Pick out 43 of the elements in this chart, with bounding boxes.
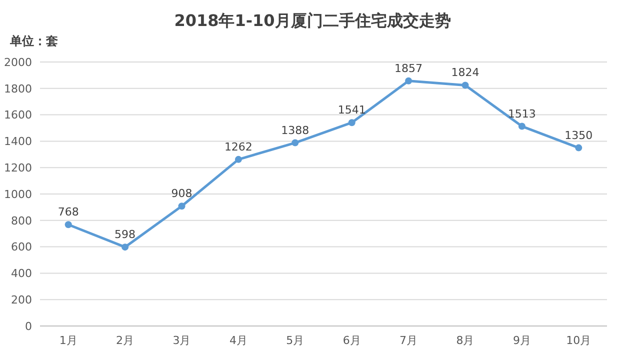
x-tick-label: 10月 bbox=[566, 334, 592, 347]
x-tick-label: 5月 bbox=[286, 334, 304, 347]
data-label: 1388 bbox=[281, 124, 310, 137]
text: 单位：套 bbox=[9, 34, 58, 48]
x-tick-label: 9月 bbox=[512, 334, 531, 347]
y-tick-label: 800 bbox=[11, 214, 32, 228]
point bbox=[348, 119, 356, 126]
y-tick-label: 0 bbox=[25, 320, 32, 333]
y-tick-label: 1400 bbox=[4, 135, 32, 148]
x-tick-label: 2月 bbox=[116, 334, 134, 347]
data-label: 1513 bbox=[508, 107, 536, 120]
x-tick-label: 6月 bbox=[342, 334, 361, 347]
x-tick-label: 1月 bbox=[59, 334, 78, 347]
data-label: 1350 bbox=[564, 128, 593, 142]
y-tick-label: 400 bbox=[11, 267, 32, 280]
chart-title: 2018年1-10月厦门二手住宅成交走势 bbox=[174, 11, 451, 30]
y-tick-label: 200 bbox=[11, 293, 32, 306]
x-tick-label: 3月 bbox=[172, 334, 191, 347]
x-tick-label: 7月 bbox=[400, 334, 418, 347]
point bbox=[405, 77, 412, 84]
data-label: 768 bbox=[58, 206, 79, 219]
y-tick-label: 1200 bbox=[4, 161, 32, 174]
point bbox=[122, 244, 129, 251]
data-label: 1824 bbox=[451, 66, 480, 80]
x-tick-label: 4月 bbox=[229, 334, 248, 347]
point bbox=[292, 139, 299, 146]
data-label: 598 bbox=[114, 228, 136, 242]
data-label: 1541 bbox=[338, 104, 366, 117]
point bbox=[462, 82, 469, 89]
y-tick-label: 1800 bbox=[4, 82, 32, 96]
y-tick-label: 600 bbox=[11, 240, 32, 254]
data-label: 1262 bbox=[224, 140, 252, 154]
point bbox=[575, 144, 582, 152]
data-label: 908 bbox=[171, 187, 192, 200]
point bbox=[518, 122, 526, 130]
y-tick-label: 1000 bbox=[4, 188, 32, 201]
data-label: 1857 bbox=[394, 62, 423, 75]
y-tick-label: 2000 bbox=[4, 56, 32, 69]
x-tick-label: 8月 bbox=[456, 334, 474, 347]
point bbox=[178, 202, 186, 210]
y-tick-label: 1600 bbox=[4, 108, 32, 122]
point bbox=[234, 156, 242, 163]
point bbox=[64, 221, 72, 228]
